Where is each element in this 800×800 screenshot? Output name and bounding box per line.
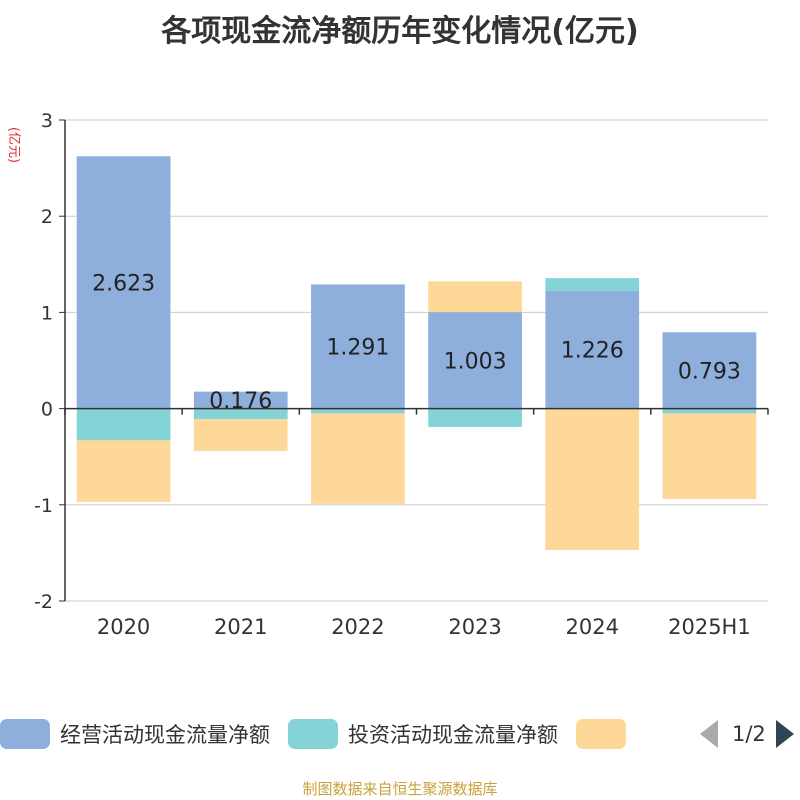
bar-investing-2020[interactable] [76,408,171,441]
legend: 经营活动现金流量净额 投资活动现金流量净额 [0,716,800,752]
bar-financing-2023[interactable] [428,281,522,313]
bar-operating-2022[interactable] [311,284,405,409]
bar-value-label: 0.793 [678,359,741,384]
legend-swatch-operating [0,719,50,749]
y-tick-label: 1 [41,302,53,324]
pager-prev-icon[interactable] [700,720,718,748]
bar-investing-2024[interactable] [545,278,640,291]
bar-value-label: 1.226 [561,339,624,364]
bar-financing-2025H1[interactable] [662,413,757,500]
pager-next-icon[interactable] [775,720,794,748]
bar-value-label: 1.003 [444,349,507,374]
bar-investing-2025H1[interactable] [662,408,757,414]
axes [59,119,769,602]
legend-swatch-financing [576,719,626,749]
pager-text: 1/2 [732,722,766,746]
legend-label-investing: 投资活动现金流量净额 [348,723,558,747]
chart-title: 各项现金流净额历年变化情况(亿元) [161,14,639,49]
bar-operating-2023[interactable] [428,312,522,409]
legend-item-financing[interactable] [576,719,636,749]
y-tick-label: 3 [41,110,53,132]
bar-operating-2025H1[interactable] [662,332,757,409]
legend-label-operating: 经营活动现金流量净额 [60,723,270,747]
x-tick-label: 2024 [566,615,619,639]
y-tick-label: 2 [41,206,53,228]
x-tick-label: 2022 [331,615,384,639]
legend-pager: 1/2 [700,716,794,752]
bar-financing-2020[interactable] [76,440,171,502]
bar-financing-2022[interactable] [311,413,405,504]
bars [76,156,757,551]
bar-value-label: 1.291 [326,336,389,361]
bar-financing-2024[interactable] [545,408,640,551]
bar-value-label: 2.623 [92,271,155,296]
bar-operating-2020[interactable] [76,156,171,409]
y-tick-label: -1 [34,495,53,517]
bar-operating-2021[interactable] [193,391,288,409]
y-tick-label: -2 [34,591,53,613]
x-tick-label: 2021 [214,615,267,639]
legend-swatch-investing [288,719,338,749]
y-tick-label: 0 [41,399,53,421]
grid-lines [65,119,768,602]
bar-value-label: 0.176 [209,389,272,414]
x-tick-label: 2020 [97,615,150,639]
bar-investing-2021[interactable] [193,408,288,420]
bar-investing-2022[interactable] [311,408,405,414]
bar-investing-2023[interactable] [428,408,522,427]
labels: -2 -1 0 1 2 3 2.623 2020 0.176 2021 1.291 2022 1.003… [34,110,751,639]
x-tick-label: 2025H1 [668,615,751,639]
footer-source: 制图数据来自恒生聚源数据库 [302,780,498,798]
legend-item-operating[interactable]: 经营活动现金流量净额 [0,719,270,749]
y-axis-unit-label: (亿元) [6,127,21,163]
legend-item-investing[interactable]: 投资活动现金流量净额 [288,719,558,749]
bar-financing-2021[interactable] [193,419,288,451]
bar-operating-2024[interactable] [545,290,640,409]
x-tick-label: 2023 [448,615,501,639]
